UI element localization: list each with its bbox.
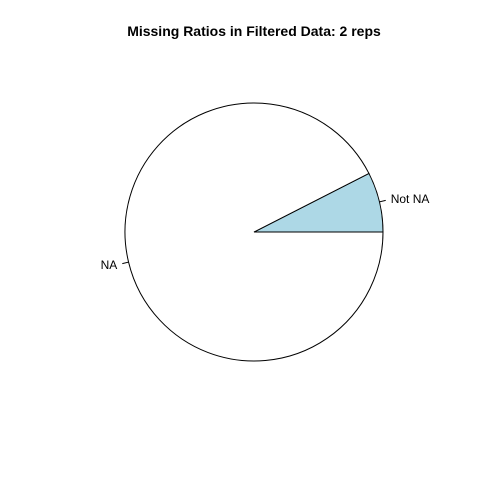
pie-label-tick bbox=[122, 261, 129, 265]
pie-labels: Not NA NA bbox=[101, 192, 430, 272]
pie-label-tick bbox=[379, 199, 386, 203]
chart-title: Missing Ratios in Filtered Data: 2 reps bbox=[127, 23, 381, 39]
pie-slice-label: Not NA bbox=[391, 192, 430, 206]
pie-slices bbox=[124, 102, 384, 362]
pie-slice-label: NA bbox=[101, 258, 118, 272]
pie-slice-na bbox=[124, 102, 384, 362]
